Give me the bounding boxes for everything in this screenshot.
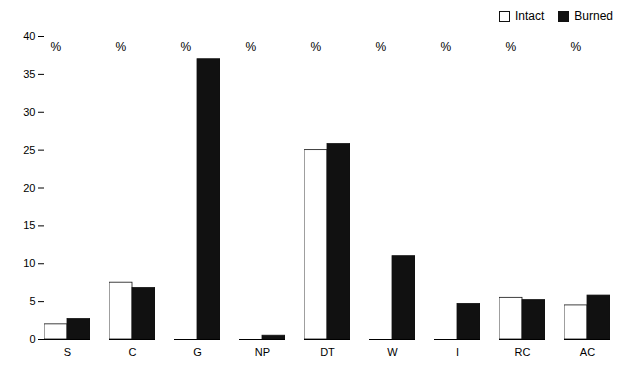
svg-text:15: 15 bbox=[23, 219, 35, 231]
svg-text:%: % bbox=[506, 40, 517, 54]
svg-text:DT: DT bbox=[320, 346, 335, 358]
svg-text:30: 30 bbox=[23, 106, 35, 118]
svg-text:%: % bbox=[441, 40, 452, 54]
svg-text:35: 35 bbox=[23, 68, 35, 80]
svg-text:NP: NP bbox=[255, 346, 270, 358]
html-text:Intact: Intact bbox=[514, 9, 545, 23]
svg-text:%: % bbox=[51, 40, 62, 54]
svg-text:%: % bbox=[181, 40, 192, 54]
svg-text:%: % bbox=[571, 40, 582, 54]
svg-text:C: C bbox=[129, 346, 137, 358]
svg-text:W: W bbox=[387, 346, 398, 358]
svg-text:S: S bbox=[64, 346, 71, 358]
svg-text:%: % bbox=[311, 40, 322, 54]
svg-text:5: 5 bbox=[29, 295, 35, 307]
svg-text:10: 10 bbox=[23, 257, 35, 269]
svg-text:20: 20 bbox=[23, 182, 35, 194]
svg-text:I: I bbox=[456, 346, 459, 358]
svg-text:AC: AC bbox=[580, 346, 595, 358]
html-text:Burned: Burned bbox=[574, 9, 613, 23]
svg-text:25: 25 bbox=[23, 144, 35, 156]
svg-text:%: % bbox=[246, 40, 257, 54]
svg-text:40: 40 bbox=[23, 30, 35, 42]
svg-text:%: % bbox=[376, 40, 387, 54]
svg-text:0: 0 bbox=[29, 333, 35, 345]
svg-text:RC: RC bbox=[515, 346, 531, 358]
svg-text:%: % bbox=[116, 40, 127, 54]
svg-text:G: G bbox=[193, 346, 202, 358]
